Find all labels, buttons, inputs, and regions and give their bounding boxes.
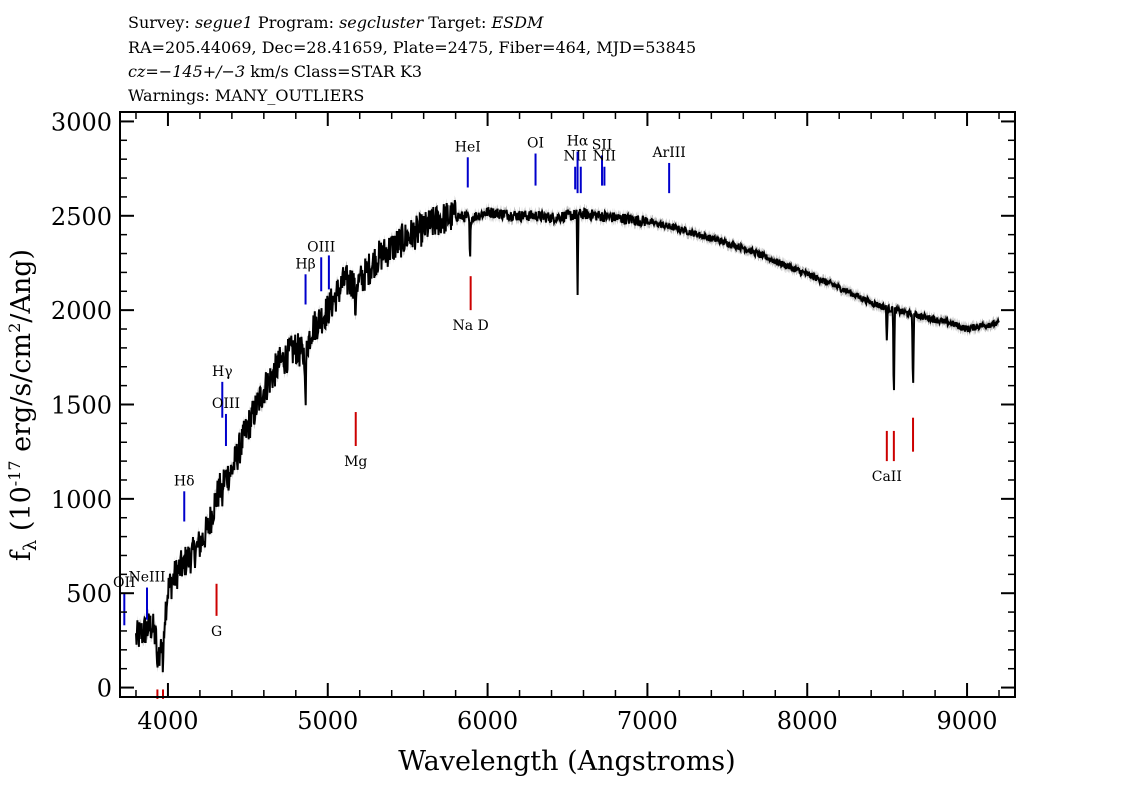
emission-label-6: OIII <box>307 239 335 255</box>
error-band-area <box>136 195 999 677</box>
program-label: Program: <box>257 13 334 32</box>
x-tick-label-2: 6000 <box>457 707 518 735</box>
y-axis-title-sq: 2 <box>5 323 24 333</box>
emission-label-11: Hα <box>567 134 589 150</box>
x-axis-title: Wavelength (Angstroms) <box>398 746 735 777</box>
spectrum-series <box>135 199 1000 673</box>
x-tick-label-5: 9000 <box>937 707 998 735</box>
class-value: km/s Class=STAR K3 <box>250 62 423 81</box>
emission-label-13: SII <box>592 137 613 153</box>
program-value: segcluster <box>339 13 424 32</box>
error-band <box>136 195 999 677</box>
emission-label-5: Hβ <box>295 256 315 272</box>
survey-label: Survey: <box>128 13 190 32</box>
header-line-3: cz=−145+/−3 km/s Class=STAR K3 <box>128 63 422 81</box>
absorption-label-3: Mg <box>344 454 367 470</box>
y-axis-title-lambda: λ <box>20 540 41 551</box>
emission-label-15: ArIII <box>651 145 685 161</box>
absorption-label-2: G <box>211 624 222 640</box>
survey-value: segue1 <box>194 13 253 32</box>
emission-label-3: Hγ <box>212 364 233 380</box>
y-axis-title-exp: -17 <box>5 460 24 486</box>
x-tick-label-3: 7000 <box>617 707 678 735</box>
header-line-2: RA=205.44069, Dec=28.41659, Plate=2475, … <box>128 38 697 57</box>
spectrum-line <box>135 199 1000 673</box>
y-axis-title-flux: f <box>6 549 37 561</box>
emission-label-4: OIII <box>212 396 240 412</box>
y-axis: 0 500 1000 1500 2000 2500 3000 <box>51 108 1015 703</box>
y-axis-title-close: /Ang) <box>6 249 37 323</box>
x-axis: 4000 5000 6000 7000 8000 9000 <box>135 112 1000 735</box>
y-axis-title-open: (10 <box>6 486 37 539</box>
y-tick-label-6: 3000 <box>51 108 112 136</box>
absorption-line-markers: G Mg Na D CaII <box>156 276 915 699</box>
emission-label-14: NII <box>593 149 616 165</box>
y-tick-label-0: 0 <box>97 675 112 703</box>
y-axis-title: fλ (10-17 erg/s/cm2/Ang) <box>5 249 41 561</box>
target-value: ESDM <box>491 13 544 32</box>
y-tick-label-4: 2000 <box>51 297 112 325</box>
header-line-4: Warnings: MANY_OUTLIERS <box>128 86 365 105</box>
emission-label-2: Hδ <box>174 473 195 489</box>
emission-label-8: HeI <box>455 139 481 155</box>
x-tick-label-4: 8000 <box>777 707 838 735</box>
target-label: Target: <box>428 13 487 32</box>
x-tick-label-1: 5000 <box>297 707 358 735</box>
y-tick-label-2: 1000 <box>51 486 112 514</box>
y-tick-label-5: 2500 <box>51 203 112 231</box>
y-tick-label-1: 500 <box>66 580 112 608</box>
emission-label-9: OI <box>527 136 544 152</box>
y-axis-title-units: erg/s/cm <box>6 333 37 461</box>
absorption-label-4: Na D <box>453 318 489 334</box>
absorption-label-5: CaII <box>872 469 902 485</box>
emission-label-1: NeIII <box>128 570 165 586</box>
header-line-1: Survey: segue1 Program: segcluster Targe… <box>128 14 543 32</box>
y-tick-label-3: 1500 <box>51 392 112 420</box>
emission-label-0: OII <box>113 575 136 591</box>
redshift-value: cz=−145+/−3 <box>128 62 246 81</box>
emission-label-10: NII <box>564 149 587 165</box>
x-tick-label-0: 4000 <box>137 707 198 735</box>
